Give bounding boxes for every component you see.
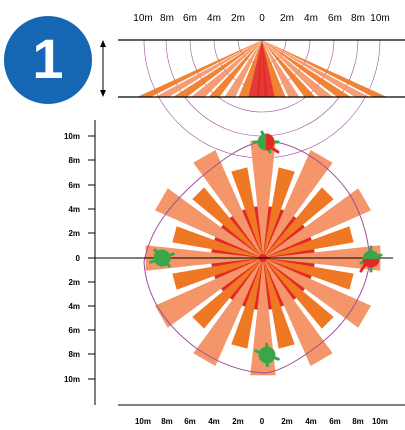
x-axis-label: 8m [161, 417, 173, 425]
y-axis-labels: 10m 8m 6m 4m 2m 0 2m 4m 6m 8m 10m [64, 132, 81, 384]
detection-sector [250, 140, 276, 258]
side-scale-label: 4m [304, 13, 318, 24]
detection-sector [263, 187, 334, 258]
x-axis-label: 8m [352, 417, 364, 425]
side-fan-beam [262, 40, 300, 97]
side-scale-label: 2m [280, 13, 294, 24]
detection-sector [250, 258, 276, 376]
x-axis-label: 0 [260, 417, 265, 425]
y-axis-label: 2m [68, 229, 80, 238]
x-axis-label: 4m [305, 417, 317, 425]
x-axis-label: 2m [281, 417, 293, 425]
x-axis-label: 6m [184, 417, 196, 425]
person-marker [149, 248, 175, 268]
side-view-diagram: 10m 8m 6m 4m 2m 0 2m 4m 6m 8m 10m [100, 13, 405, 159]
detection-sector [155, 258, 263, 328]
side-scale-label: 8m [160, 13, 174, 24]
detection-sector [155, 188, 263, 258]
y-axis-label: 2m [68, 278, 80, 287]
detection-sector [263, 188, 371, 258]
side-fan-beam [137, 40, 262, 97]
detection-sector [193, 258, 263, 366]
detection-sector [192, 187, 263, 258]
x-axis-labels: 10m 8m 6m 4m 2m 0 2m 4m 6m 8m 10m [135, 417, 388, 426]
y-axis-label: 0 [76, 254, 81, 263]
badge-number: 1 [32, 27, 63, 90]
y-axis-label: 10m [64, 375, 80, 384]
walking-person-markers [149, 130, 383, 368]
x-axis-label: 4m [208, 417, 220, 425]
badge-group: 1 [4, 16, 92, 104]
side-fan-beam [262, 40, 369, 97]
detection-sector [231, 258, 263, 349]
person-body [258, 346, 276, 364]
side-fan-beam [208, 40, 262, 97]
person-detected-half [266, 133, 275, 151]
top-view-detection-sectors [145, 140, 381, 376]
side-scale-label: 4m [207, 13, 221, 24]
side-scale-label: 2m [231, 13, 245, 24]
side-view-height-arrow [100, 40, 106, 97]
detection-sector [231, 167, 263, 258]
side-fan-beam [262, 40, 316, 97]
side-scale-label: 10m [133, 13, 152, 24]
y-axis-label: 8m [68, 350, 80, 359]
side-scale-label: 6m [328, 13, 342, 24]
coverage-boundary [143, 140, 371, 374]
x-axis-label: 2m [232, 417, 244, 425]
y-axis-label: 6m [68, 326, 80, 335]
side-fan-beam [224, 40, 262, 97]
side-fan-beam [191, 40, 262, 97]
detection-sector [172, 258, 263, 290]
detection-sector [193, 150, 263, 258]
y-axis-label: 4m [68, 302, 80, 311]
detection-sector [263, 258, 354, 290]
person-detected-half [362, 259, 380, 268]
detection-sector [263, 258, 334, 329]
side-fan-beam [155, 40, 262, 97]
detection-sector [172, 226, 263, 258]
side-fan-beam [262, 40, 333, 97]
side-fan-beam [238, 40, 262, 97]
top-view-diagram: 10m 8m 6m 4m 2m 0 2m 4m 6m 8m 10m 10m 8m 6m 4m 2m 0 2m 4m… [64, 120, 405, 426]
side-fan-beam [262, 40, 351, 97]
person-marker [359, 245, 383, 273]
person-marker [252, 130, 280, 154]
side-fan-beam [173, 40, 262, 97]
side-fan-beam [262, 40, 387, 97]
detection-sector [263, 258, 295, 349]
person-detected-leg [359, 261, 368, 273]
detection-sector [263, 226, 354, 258]
x-axis-label: 10m [135, 417, 151, 425]
y-axis-label: 10m [64, 132, 80, 141]
detection-sector [263, 167, 295, 258]
side-fan-beam [262, 40, 286, 97]
y-axis-label: 6m [68, 181, 80, 190]
y-axis-label: 4m [68, 205, 80, 214]
side-scale-label: 0 [259, 13, 265, 24]
detection-sector [263, 258, 371, 328]
person-marker [254, 342, 280, 368]
x-axis-label: 6m [329, 417, 341, 425]
y-axis-label: 8m [68, 156, 80, 165]
person-body [153, 249, 171, 267]
detection-sector [192, 258, 263, 329]
y-axis-ticks [88, 135, 95, 380]
x-axis-label: 10m [372, 417, 388, 425]
person-detected-leg [268, 145, 280, 154]
side-view-detection-fans [137, 40, 387, 97]
side-scale-label: 6m [183, 13, 197, 24]
side-scale-label: 10m [370, 13, 389, 24]
detection-sector [263, 150, 333, 258]
detection-sector [263, 258, 333, 366]
side-scale-label: 8m [351, 13, 365, 24]
badge-circle [4, 16, 92, 104]
side-view-scale-labels: 10m 8m 6m 4m 2m 0 2m 4m 6m 8m 10m [133, 13, 389, 24]
